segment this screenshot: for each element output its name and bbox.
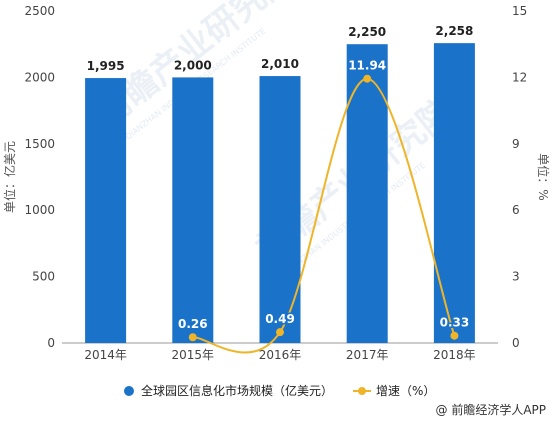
y2-tick-label: 9 bbox=[512, 137, 520, 151]
bar bbox=[346, 44, 388, 343]
y2-tick-label: 6 bbox=[512, 203, 520, 217]
x-tick-label: 2015年 bbox=[172, 348, 215, 362]
y-tick-label: 1500 bbox=[24, 137, 55, 151]
legend-bar-marker bbox=[124, 386, 134, 396]
bar bbox=[259, 76, 301, 344]
x-tick-label: 2017年 bbox=[346, 348, 389, 362]
growth-value-label: 0.26 bbox=[178, 317, 208, 331]
x-tick-label: 2016年 bbox=[259, 348, 302, 362]
y2-tick-label: 3 bbox=[512, 270, 520, 284]
growth-point bbox=[450, 331, 459, 340]
y-tick-label: 1000 bbox=[24, 203, 55, 217]
y-tick-label: 500 bbox=[32, 270, 55, 284]
bar-value-label: 2,258 bbox=[435, 24, 473, 38]
y2-axis-title: 单位：% bbox=[536, 153, 551, 200]
growth-line bbox=[192, 77, 456, 354]
x-tick-label: 2014年 bbox=[84, 348, 127, 362]
growth-value-label: 11.94 bbox=[348, 59, 386, 73]
bar bbox=[85, 78, 127, 344]
legend-bar-label: 全球园区信息化市场规模（亿美元） bbox=[141, 383, 333, 398]
footer-source: @ 前瞻经济学人APP bbox=[436, 402, 547, 417]
y2-tick-label: 15 bbox=[512, 4, 527, 18]
bar-value-label: 1,995 bbox=[87, 59, 125, 73]
y-tick-label: 2000 bbox=[24, 70, 55, 84]
bar-value-label: 2,010 bbox=[261, 57, 299, 71]
y-tick-label: 0 bbox=[47, 336, 55, 350]
y-axis-title: 单位：亿美元 bbox=[2, 141, 17, 213]
y-tick-label: 2500 bbox=[24, 4, 55, 18]
bar-value-label: 2,250 bbox=[348, 25, 386, 39]
growth-point bbox=[276, 328, 284, 337]
growth-value-label: 0.49 bbox=[265, 312, 295, 326]
growth-point bbox=[188, 333, 197, 342]
x-tick-label: 2018年 bbox=[433, 348, 476, 362]
bar bbox=[172, 77, 214, 344]
legend-line-label: 增速（%） bbox=[376, 384, 435, 398]
bar-value-label: 2,000 bbox=[174, 58, 212, 72]
y2-tick-label: 12 bbox=[512, 70, 527, 84]
growth-point bbox=[363, 74, 372, 83]
legend: 全球园区信息化市场规模（亿美元） 增速（%） bbox=[124, 383, 435, 398]
legend-line-dot bbox=[358, 387, 366, 395]
growth-value-label: 0.33 bbox=[440, 316, 470, 330]
y2-tick-label: 0 bbox=[512, 336, 520, 350]
line-series: 0.26 0.49 11.94 0.33 bbox=[176, 57, 471, 354]
bar bbox=[433, 43, 475, 343]
